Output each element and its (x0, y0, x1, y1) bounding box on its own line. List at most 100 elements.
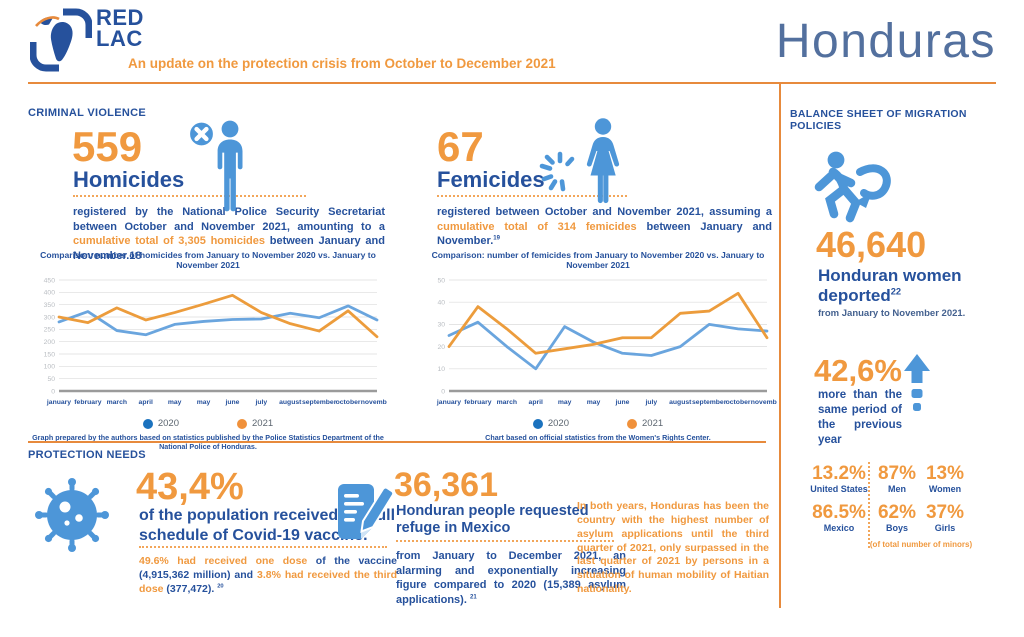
svg-text:march: march (107, 399, 127, 406)
svg-text:0: 0 (51, 388, 55, 395)
femicides-line-plot: 50 40 30 20 10 0 january february march april may m… (436, 277, 777, 406)
svg-text:october: october (726, 399, 751, 406)
svg-text:january: january (436, 399, 461, 406)
homicides-chart-title: Comparison: number of homicides from Jan… (40, 250, 376, 270)
logo-line1: RED (96, 5, 144, 30)
increase-percent: 42,6% (814, 353, 902, 388)
svg-text:november: november (751, 399, 777, 406)
stat-men: 87% Men (875, 464, 919, 494)
svg-text:june: june (614, 399, 629, 406)
vaccine-underline (139, 546, 387, 548)
svg-text:july: july (645, 399, 658, 406)
svg-text:june: june (224, 399, 239, 406)
logo-line2: LAC (96, 25, 143, 51)
stat-value: 86.5% (812, 502, 866, 523)
femicides-label: Femicides (437, 167, 545, 192)
svg-text:july: july (255, 399, 268, 406)
svg-text:february: february (74, 399, 101, 406)
svg-text:450: 450 (44, 277, 56, 284)
increase-caption: more than the same period of the previou… (818, 389, 902, 446)
stat-mexico: 86.5% Mexico (803, 503, 875, 533)
latin-america-map-icon (30, 8, 92, 72)
stat-value: 87% (877, 463, 917, 484)
refuge-headline: Honduran people requested refuge in Mexi… (396, 503, 589, 537)
section-title-protection-needs: PROTECTION NEEDS (28, 449, 146, 461)
legend-label-2021: 2021 (642, 418, 664, 429)
vaccine-details: 49.6% had received one dose of the vacci… (139, 555, 397, 595)
stat-value: 13% (925, 463, 965, 484)
legend-label-2021: 2021 (252, 418, 274, 429)
femicides-chart-legend: 2020 2021 (419, 418, 777, 429)
svg-text:september: september (692, 399, 727, 406)
stat-united-states: 13.2% United States (803, 464, 875, 494)
svg-text:400: 400 (44, 290, 56, 297)
svg-text:may: may (587, 399, 601, 406)
svg-text:may: may (168, 399, 182, 406)
deported-number: 46,640 (816, 224, 927, 265)
section-title-migration: BALANCE SHEET OF MIGRATION POLICIES (790, 108, 967, 132)
stat-label: United States (810, 483, 868, 494)
deportation-icon (814, 151, 891, 223)
vaccinated-headline: of the population received the full sche… (139, 507, 396, 544)
section-divider (28, 441, 766, 443)
svg-text:april: april (139, 399, 153, 406)
stat-women: 13% Women (921, 464, 969, 494)
svg-text:200: 200 (44, 339, 56, 346)
stat-label: Boys (885, 522, 908, 533)
refuge-number: 36,361 (394, 466, 498, 504)
refuge-underline (396, 540, 614, 542)
femicides-description: registered between October and November … (437, 206, 772, 248)
svg-text:april: april (529, 399, 543, 406)
femicides-underline (437, 195, 627, 197)
homicides-chart: Comparison: number of homicides from Jan… (29, 250, 387, 451)
stat-label: Women (928, 483, 962, 494)
femicides-chart: Comparison: number of femicides from Jan… (419, 250, 777, 442)
female-figure-icon (586, 118, 620, 204)
svg-text:may: may (197, 399, 211, 406)
stat-label: Men (888, 483, 906, 494)
femicides-chart-source: Chart based on official statistics from … (485, 433, 711, 442)
legend-dot-2020 (142, 418, 153, 429)
svg-text:100: 100 (44, 364, 56, 371)
svg-text:20: 20 (437, 344, 445, 351)
homicides-number: 559 (72, 123, 143, 170)
svg-text:january: january (46, 399, 71, 406)
stat-value: 13.2% (812, 463, 866, 484)
svg-text:10: 10 (437, 366, 445, 373)
svg-text:november: november (361, 399, 387, 406)
logo-wordmark: RED LAC (96, 5, 144, 72)
deported-label: Honduran women deported22 (818, 266, 962, 306)
homicides-chart-legend: 2020 2021 (29, 418, 387, 429)
stat-girls: 37% Girls (921, 503, 969, 533)
stats-divider (868, 462, 870, 548)
svg-text:0: 0 (441, 388, 445, 395)
stat-value: 37% (925, 502, 965, 523)
deported-period: from January to November 2021. (818, 308, 966, 319)
homicides-underline (73, 195, 306, 197)
svg-text:250: 250 (44, 327, 56, 334)
legend-dot-2020 (532, 418, 543, 429)
x-mark-icon (194, 126, 209, 142)
header-divider (28, 82, 996, 84)
svg-text:30: 30 (437, 322, 445, 329)
homicides-line-plot: 450 400 350 300 250 200 150 100 50 0 january februa… (44, 277, 387, 406)
svg-text:may: may (558, 399, 572, 406)
return-arrow-icon (856, 164, 891, 200)
homicides-chart-source: Graph prepared by the authors based on s… (32, 433, 384, 451)
virus-icon (35, 478, 109, 552)
asylum-request-document-icon (338, 484, 395, 539)
femicides-number: 67 (437, 123, 484, 170)
svg-text:september: september (302, 399, 337, 406)
pen-icon (360, 486, 395, 533)
sidebar-divider (779, 82, 781, 608)
stat-label: Mexico (823, 522, 855, 533)
refuge-details: from January to December 2021, an alarmi… (396, 550, 626, 606)
stat-boys: 62% Boys (875, 503, 919, 533)
up-arrow-icon (904, 354, 930, 411)
svg-text:august: august (669, 399, 692, 406)
legend-dot-2021 (627, 418, 637, 429)
svg-text:40: 40 (437, 300, 445, 307)
asylum-note: In both years, Honduras has been the cou… (577, 500, 769, 596)
stat-label: Girls (934, 522, 956, 533)
